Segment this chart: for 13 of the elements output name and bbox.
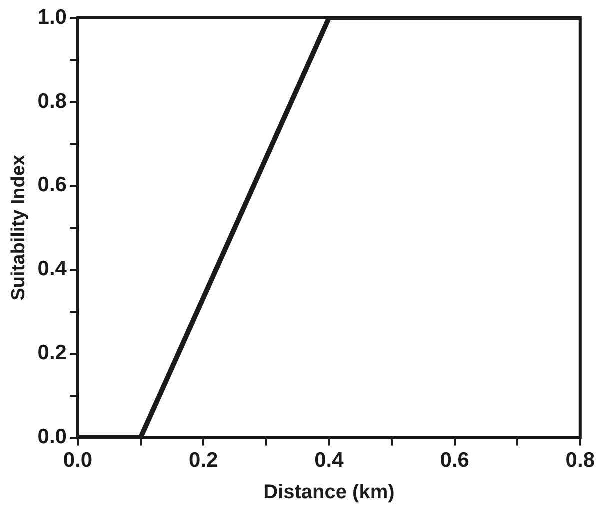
y-axis-title: Suitability Index: [8, 154, 30, 301]
y-tick-label: 0.0: [38, 426, 67, 449]
x-tick-label: 0.2: [188, 449, 218, 472]
y-tick-label: 0.8: [38, 90, 68, 113]
y-tick-label: 0.6: [38, 174, 67, 197]
y-tick-label: 0.2: [38, 342, 67, 365]
x-axis-title: Distance (km): [264, 482, 395, 504]
x-tick-label: 0.6: [440, 449, 470, 472]
x-tick-label: 0.8: [566, 449, 596, 472]
x-tick-label: 0.0: [63, 449, 93, 472]
x-tick-label: 0.4: [314, 449, 344, 472]
y-tick-label: 1.0: [38, 6, 67, 29]
y-tick-label: 0.4: [38, 258, 68, 281]
